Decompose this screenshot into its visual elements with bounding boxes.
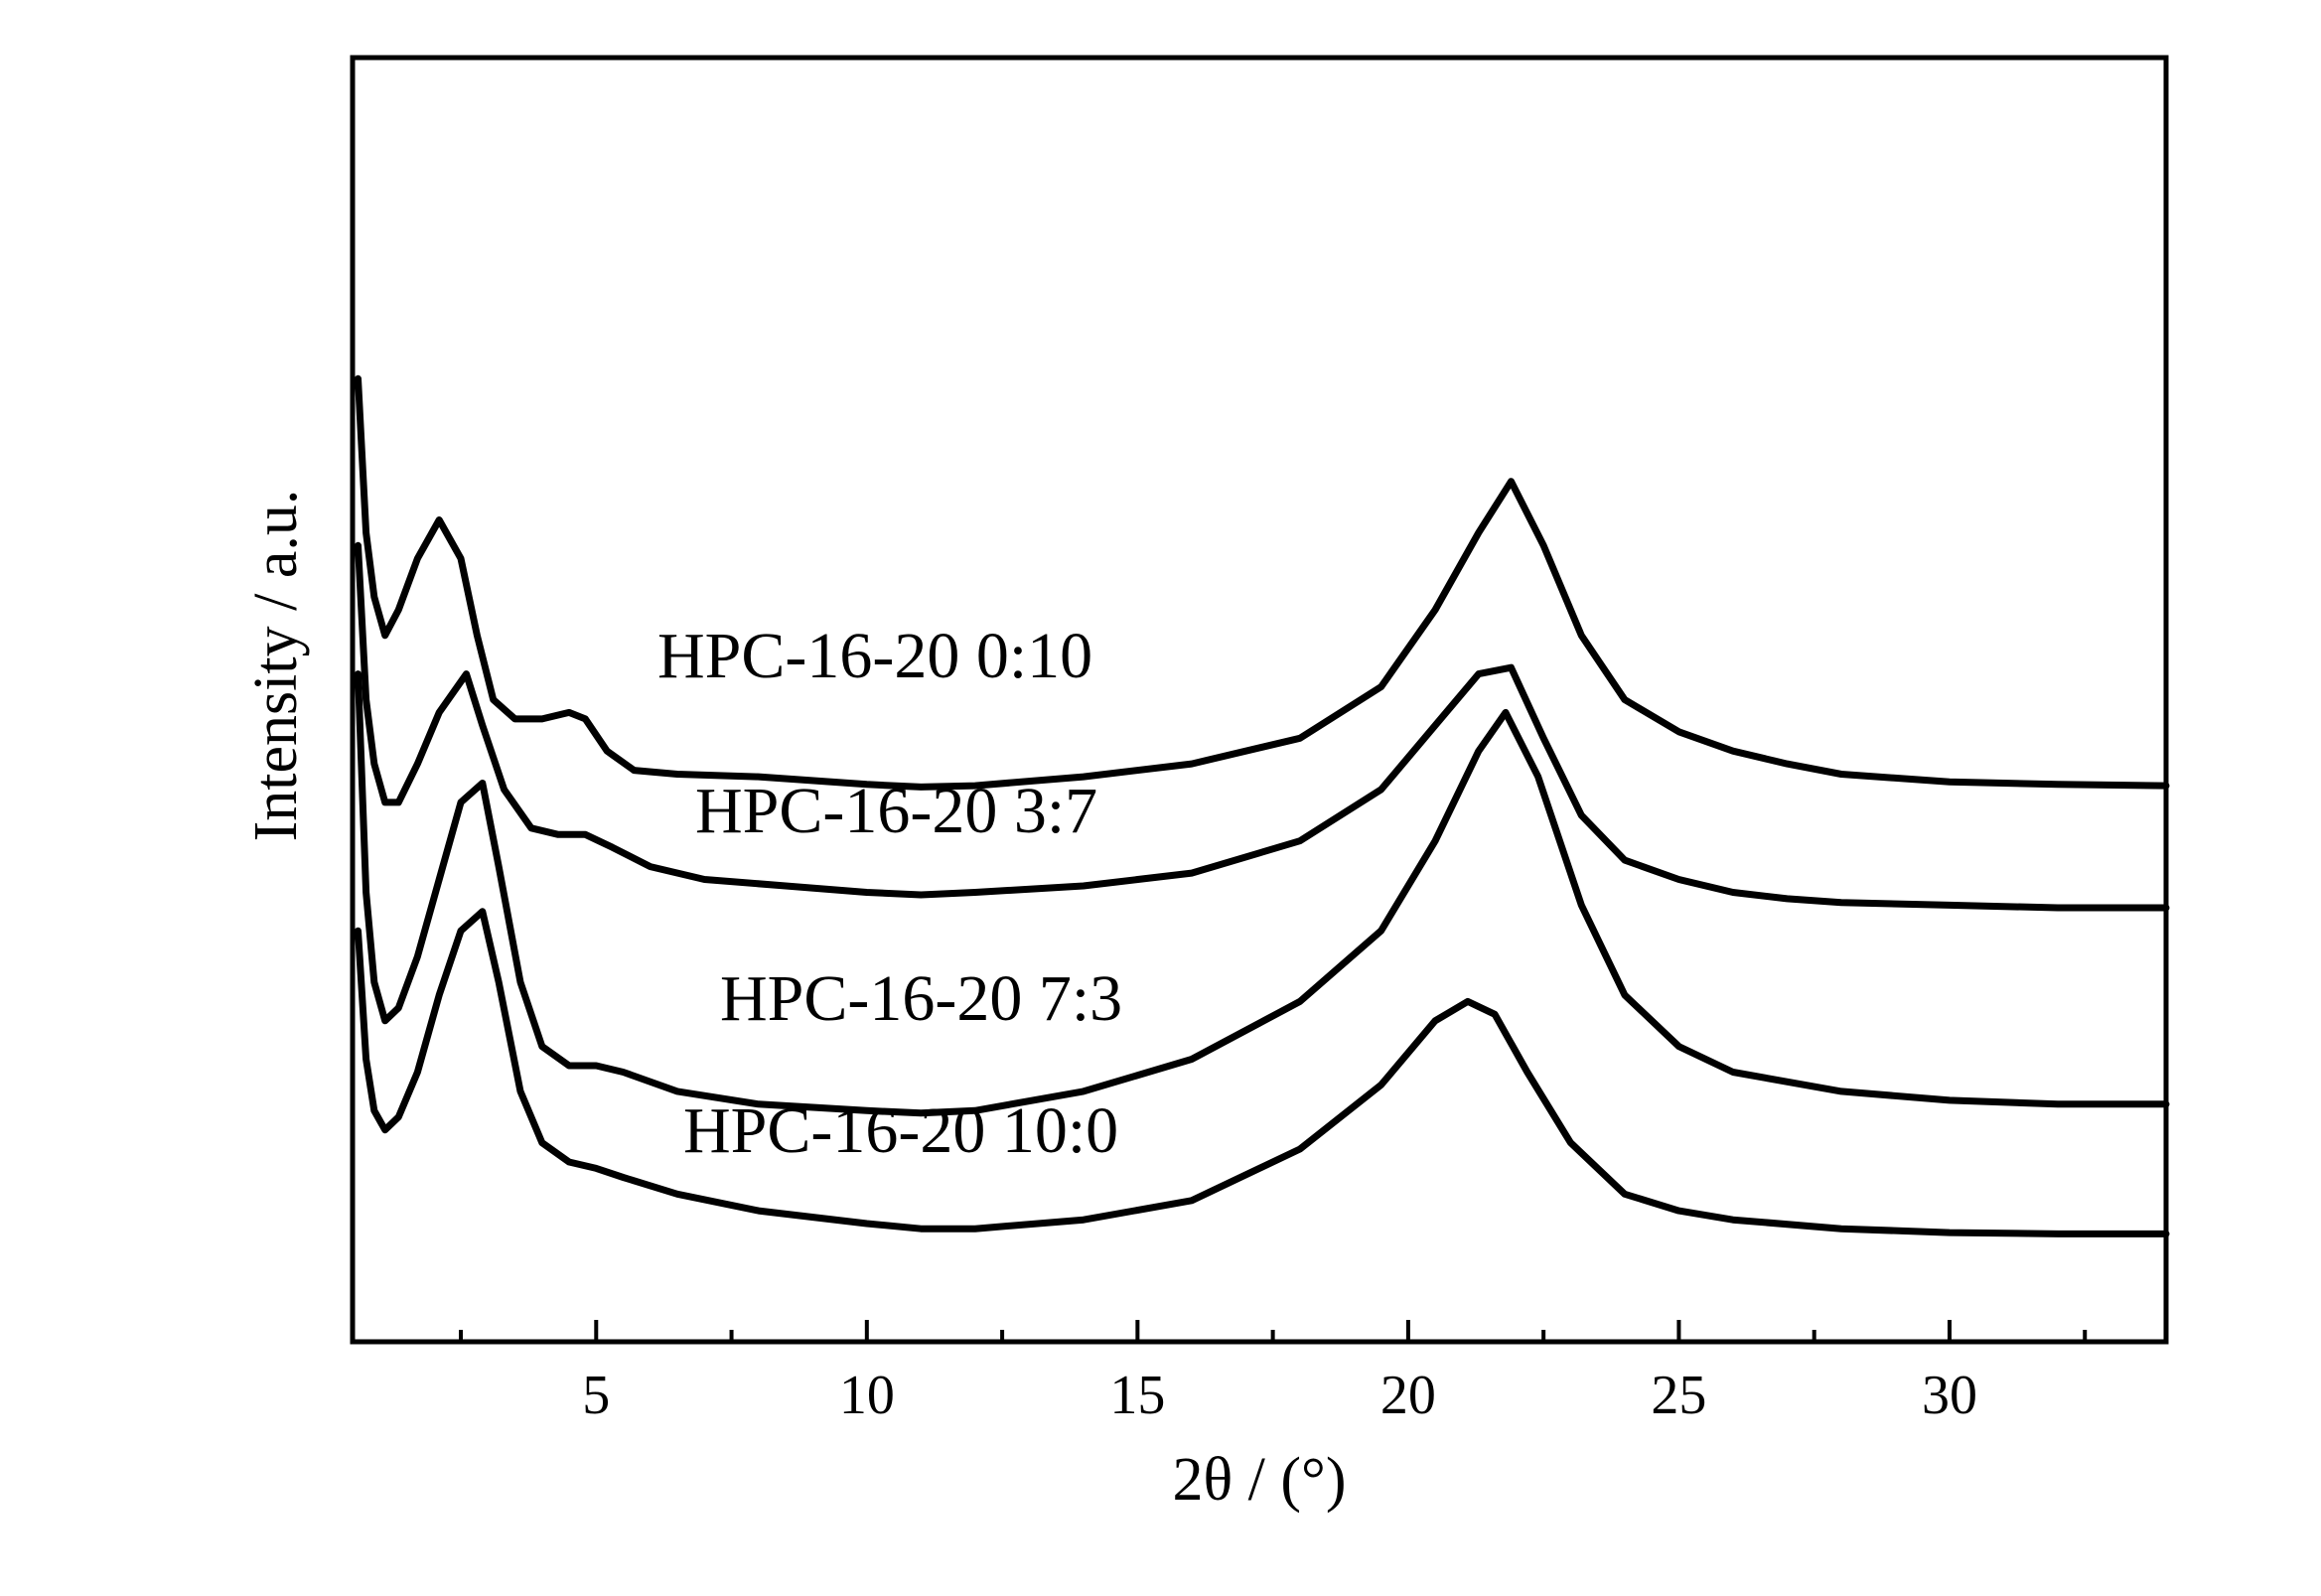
x-tick-label: 15 <box>1109 1365 1165 1426</box>
series-line-4 <box>355 908 2170 1237</box>
series-line-2 <box>355 541 2170 912</box>
series-label-7-3: HPC-16-20 7:3 <box>720 962 1122 1035</box>
series-line-1 <box>355 374 2170 791</box>
series-label-3-7: HPC-16-20 3:7 <box>695 775 1097 847</box>
x-tick-label: 25 <box>1651 1365 1706 1426</box>
series-label-0-10: HPC-16-20 0:10 <box>657 620 1092 692</box>
series-line-3 <box>355 670 2170 1117</box>
series-lines <box>355 374 2170 1237</box>
series-labels: HPC-16-20 0:10 HPC-16-20 3:7 HPC-16-20 7… <box>657 620 1122 1167</box>
x-tick-label: 10 <box>839 1365 895 1426</box>
y-axis-label: Intensity / a.u. <box>242 490 310 842</box>
x-tick-label: 20 <box>1380 1365 1436 1426</box>
x-tick-label: 5 <box>582 1365 610 1426</box>
plot-frame <box>350 55 2169 1345</box>
series-label-10-0: HPC-16-20 10:0 <box>683 1094 1118 1167</box>
x-ticks: 5 10 15 20 25 30 <box>459 1320 2088 1426</box>
x-axis-label: 2θ / (°) <box>1172 1446 1346 1514</box>
x-tick-label: 30 <box>1922 1365 1977 1426</box>
